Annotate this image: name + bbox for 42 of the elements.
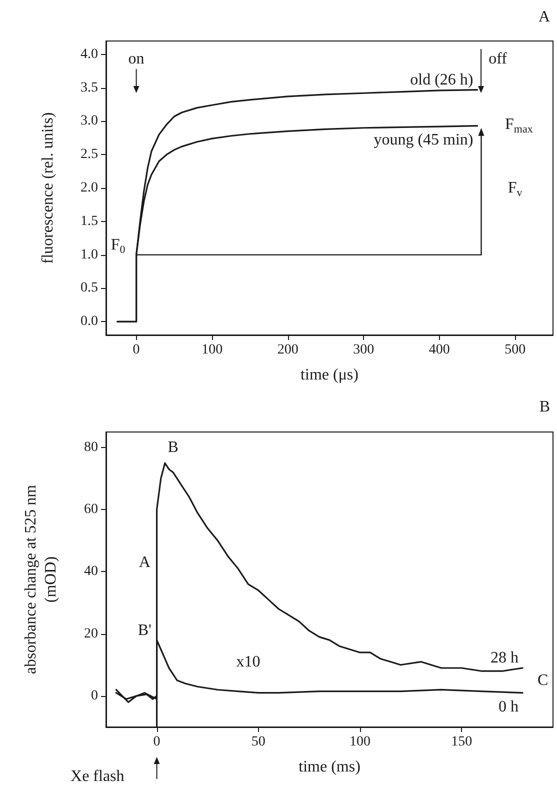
x-tick-label: 0 (153, 734, 160, 750)
y-tick-label: 1.0 (80, 247, 98, 262)
text: Xe flash (70, 768, 124, 786)
x-axis-title: time (μs) (300, 366, 358, 384)
y-tick-label: 0.5 (80, 280, 98, 296)
y-tick-label: 1.5 (80, 214, 98, 229)
series-label: 28 h (490, 650, 519, 666)
y-axis-title: fluorescence (rel. units) (40, 112, 56, 264)
y-tick-label: 2.0 (80, 180, 98, 196)
annotation: off (488, 50, 508, 68)
x-tick-label: 300 (353, 342, 374, 358)
y-tick-label: 3.5 (80, 80, 98, 96)
chart-title: A (538, 8, 550, 26)
annotation: on (128, 50, 144, 68)
annotation: A (138, 554, 151, 571)
y-tick-label: 40 (84, 564, 98, 580)
x-tick-label: 150 (451, 734, 472, 750)
y-tick-label: 4.0 (80, 46, 98, 62)
y-tick-label: 80 (84, 440, 98, 456)
annotation: B' (138, 622, 152, 640)
legend-label: old (26 h) (410, 71, 474, 88)
series-label: 0 h (498, 698, 519, 716)
x-tick-label: 0 (132, 342, 140, 358)
y-tick-label: 0 (91, 688, 98, 704)
x-tick-label: 400 (428, 342, 450, 358)
annotation: C (538, 672, 548, 689)
y-tick-label: 60 (84, 502, 98, 518)
x-tick-label: 100 (202, 342, 223, 358)
x-axis-title: time (ms) (298, 758, 360, 776)
legend-label: young (45 min) (374, 131, 474, 148)
y-axis-title: absorbance change at 525 nm (mOD) (22, 484, 60, 674)
y-tick-label: 0.0 (80, 314, 98, 330)
x-tick-label: 100 (349, 734, 370, 750)
y-tick-label: 20 (84, 626, 98, 642)
y-tick-label: 2.5 (80, 147, 98, 162)
x-tick-label: 500 (504, 342, 526, 358)
x-tick-label: 200 (277, 342, 298, 358)
y-tick-label: 3.0 (80, 114, 98, 129)
chart-title: B (539, 398, 550, 416)
x-tick-label: 50 (251, 734, 266, 750)
annotation: B (168, 439, 178, 456)
annotation: x10 (236, 653, 260, 670)
